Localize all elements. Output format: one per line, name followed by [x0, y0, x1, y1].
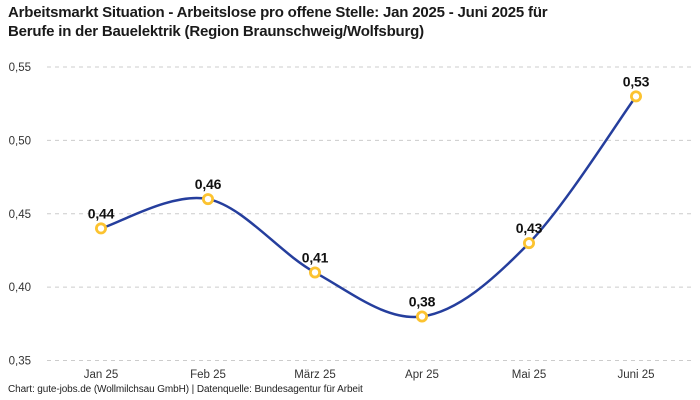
- data-point-marker: [308, 266, 321, 279]
- data-point-value-label: 0,38: [409, 293, 436, 309]
- chart-title: Arbeitsmarkt Situation - Arbeitslose pro…: [8, 4, 688, 41]
- y-axis-tick-label: 0,35: [9, 356, 31, 368]
- x-axis-tick-label: Feb 25: [190, 369, 226, 381]
- x-axis-tick-label: Apr 25: [405, 369, 439, 381]
- data-point-value-label: 0,44: [88, 205, 115, 221]
- data-point-value-label: 0,53: [623, 73, 650, 89]
- data-point-marker: [523, 237, 536, 250]
- x-axis-tick-label: Jan 25: [84, 369, 119, 381]
- data-point-marker: [415, 310, 428, 323]
- y-axis-tick-label: 0,40: [9, 282, 31, 294]
- data-point-value-label: 0,46: [195, 176, 222, 192]
- data-series-line: [99, 95, 638, 319]
- chart-source-credit: Chart: gute-jobs.de (Wollmilchsau GmbH) …: [8, 384, 363, 395]
- x-axis-tick-label: Juni 25: [617, 369, 654, 381]
- x-axis-tick-label: Mai 25: [512, 369, 547, 381]
- data-point-marker: [95, 222, 108, 235]
- data-point-value-label: 0,43: [516, 220, 543, 236]
- chart-title-line-1: Arbeitsmarkt Situation - Arbeitslose pro…: [8, 4, 548, 21]
- data-point-value-label: 0,41: [302, 249, 329, 265]
- y-axis-tick-label: 0,45: [9, 209, 31, 221]
- data-point-marker: [201, 193, 214, 206]
- data-point-marker: [630, 90, 643, 103]
- y-axis-tick-label: 0,50: [9, 135, 31, 147]
- x-axis-tick-label: März 25: [294, 369, 336, 381]
- y-axis-tick-label: 0,55: [9, 62, 31, 74]
- chart-title-line-2: Berufe in der Bauelektrik (Region Brauns…: [8, 22, 424, 40]
